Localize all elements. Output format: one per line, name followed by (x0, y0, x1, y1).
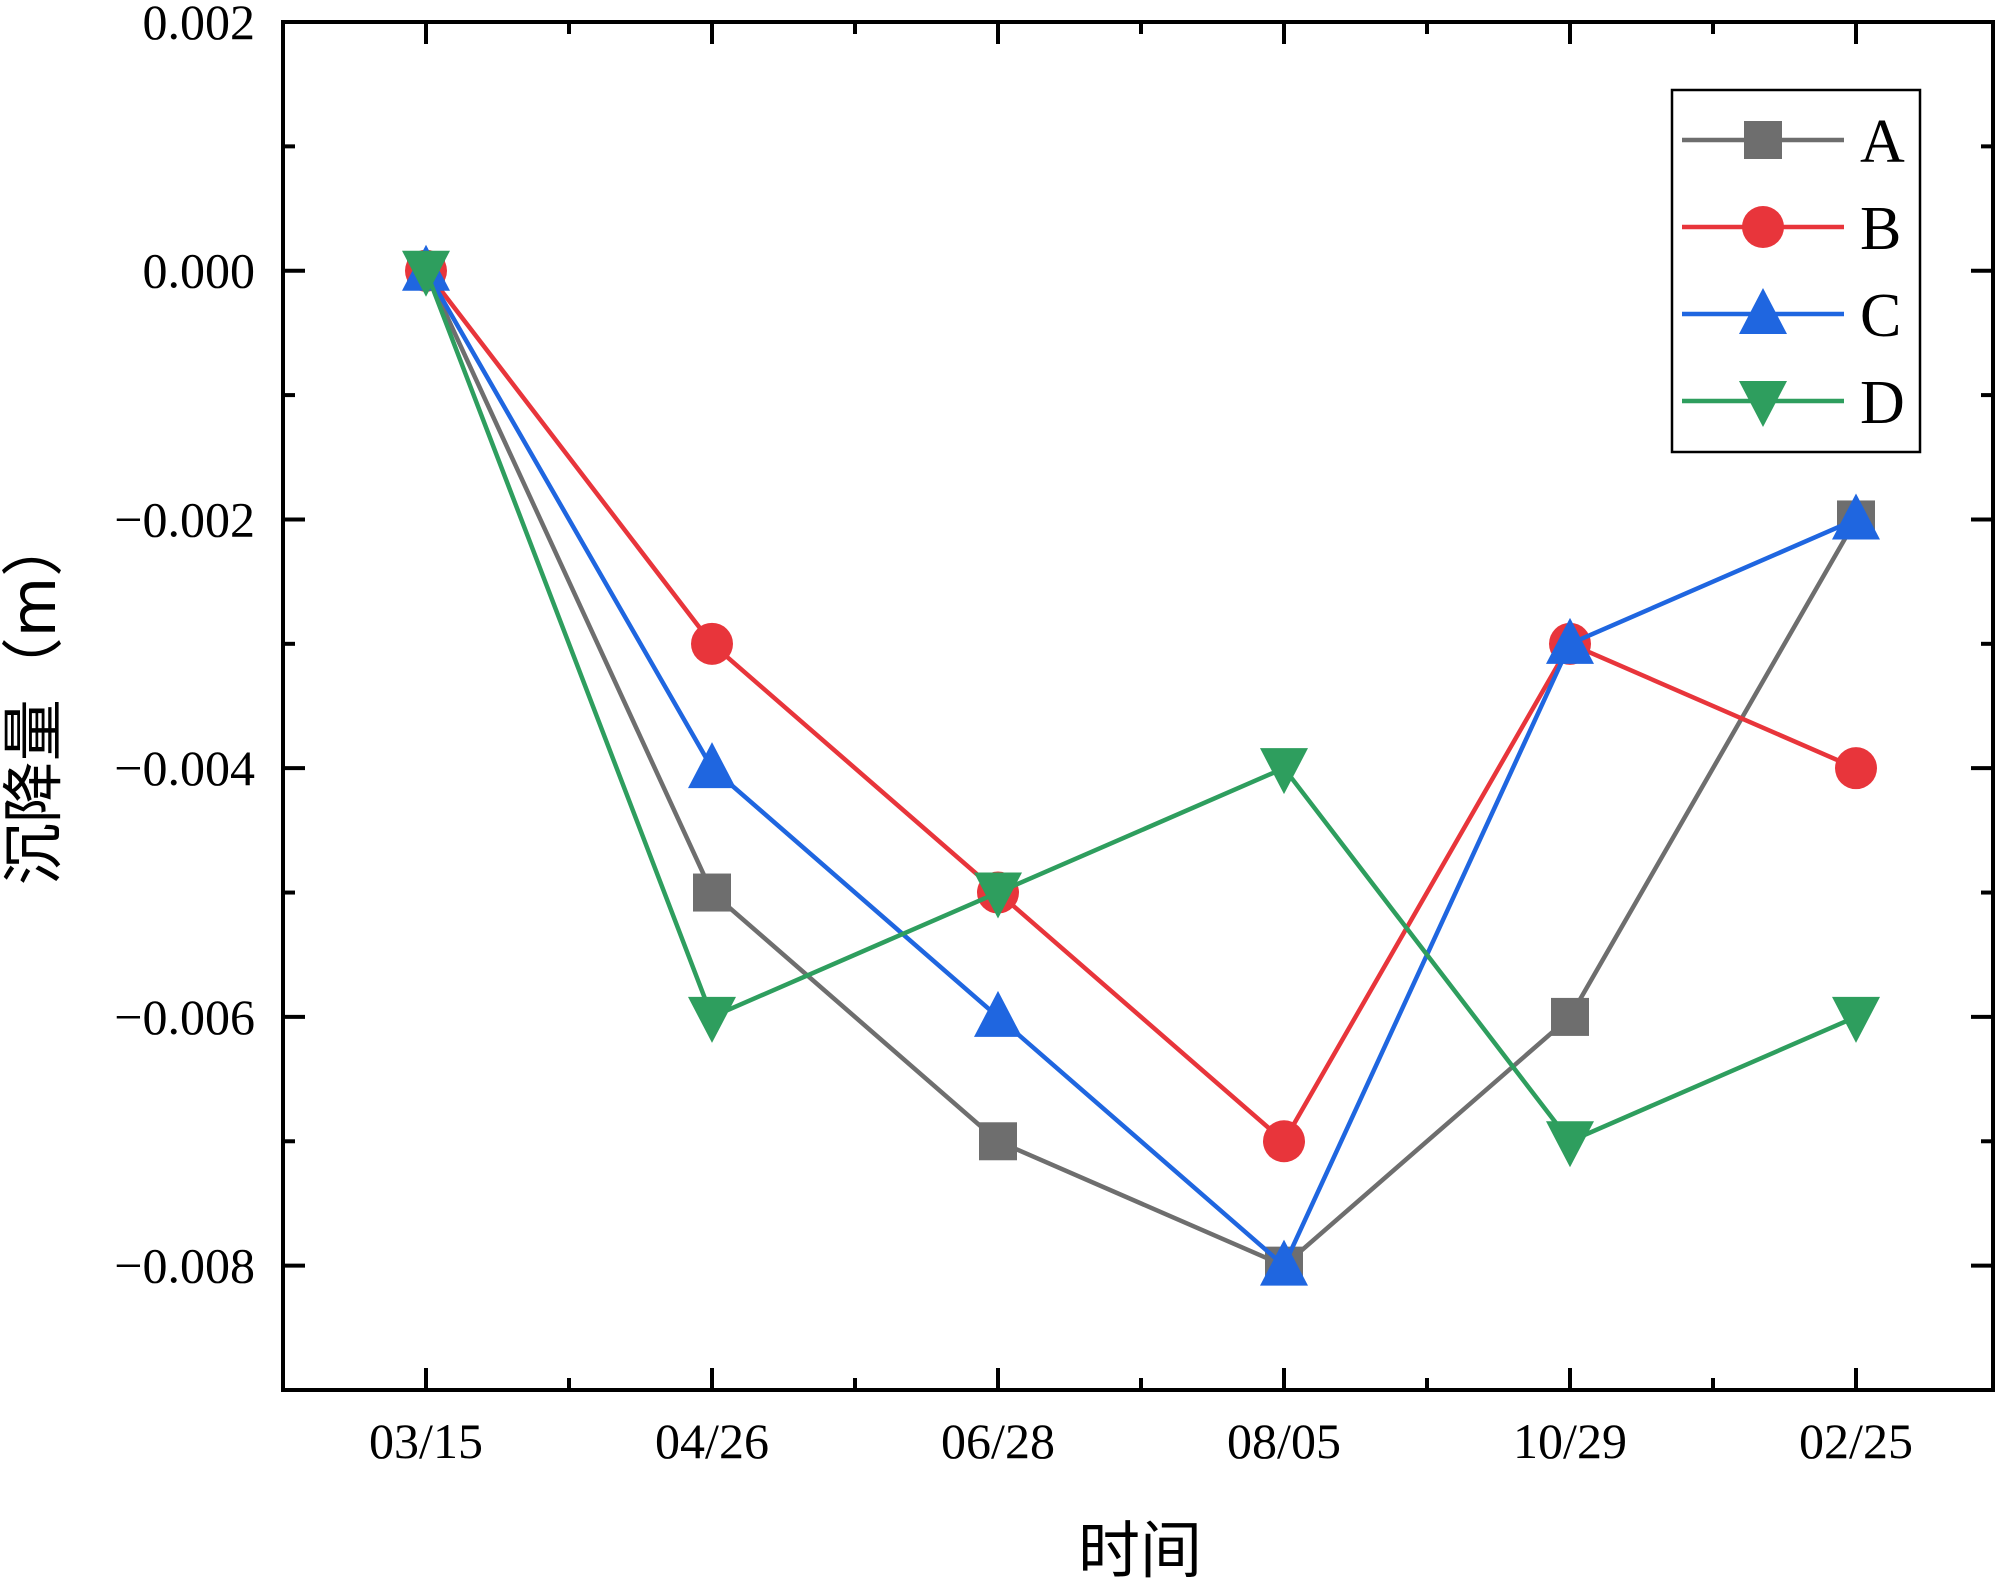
data-point-a (979, 1122, 1017, 1161)
x-tick-label: 08/05 (1227, 1413, 1341, 1469)
data-point-d (402, 250, 450, 297)
data-point-c (1546, 617, 1594, 664)
legend-box (1670, 88, 1922, 454)
y-tick-label: −0.004 (114, 740, 255, 796)
legend-label: C (1860, 282, 1901, 350)
plot-frame (281, 20, 1995, 1392)
plot-layer (402, 244, 1880, 1286)
y-tick-label: 0.000 (143, 243, 256, 299)
data-point-d (688, 996, 736, 1043)
legend-marker (1739, 288, 1787, 334)
data-point-c (688, 742, 736, 789)
series-line-d (423, 269, 1857, 1144)
data-point-b (1835, 747, 1877, 790)
x-axis-title: 时间 (1078, 1514, 1202, 1582)
x-tick-label: 04/26 (655, 1413, 769, 1469)
data-point-d (1260, 748, 1308, 795)
x-tick-label: 06/28 (941, 1413, 1055, 1469)
x-tick-label: 10/29 (1513, 1413, 1627, 1469)
legend-label: B (1860, 195, 1901, 263)
series-line-c (424, 269, 1857, 1268)
y-tick-label: 0.002 (143, 0, 256, 50)
data-point-c (974, 990, 1022, 1037)
legend-label: A (1860, 108, 1905, 176)
series-a (407, 251, 1875, 1285)
data-point-d (1546, 1121, 1594, 1168)
series-d (402, 250, 1880, 1168)
data-point-d (974, 872, 1022, 919)
y-axis-title: 沉降量（m） (0, 515, 70, 885)
data-point-a (1551, 997, 1589, 1036)
x-tick-label: 03/15 (369, 1413, 483, 1469)
legend-marker (1742, 206, 1784, 248)
legend-entry-a: A (1682, 108, 1905, 176)
legend-label: D (1860, 369, 1905, 437)
series-line-a (423, 269, 1858, 1268)
legend-marker (1739, 381, 1787, 427)
data-point-d (1832, 996, 1880, 1043)
y-tick-label: −0.002 (114, 491, 255, 547)
series-c (402, 244, 1880, 1286)
legend-entry-b: B (1682, 195, 1901, 263)
data-point-a (693, 873, 731, 912)
data-point-c (1260, 1239, 1308, 1286)
legend-entry-c: C (1682, 282, 1901, 350)
y-tick-label: −0.006 (114, 989, 255, 1045)
legend-marker (1744, 121, 1782, 159)
x-tick-label: 02/25 (1799, 1413, 1913, 1469)
legend-entry-d: D (1682, 369, 1905, 437)
data-point-b (691, 622, 733, 665)
data-point-b (1263, 1120, 1305, 1163)
data-point-c (1832, 493, 1880, 540)
series-line-b (424, 269, 1857, 1144)
y-tick-label: −0.008 (114, 1238, 255, 1294)
axes-layer: 0.002 0.000 −0.002 −0.004 −0.006 −0.008 03/15 0… (114, 0, 1995, 1469)
